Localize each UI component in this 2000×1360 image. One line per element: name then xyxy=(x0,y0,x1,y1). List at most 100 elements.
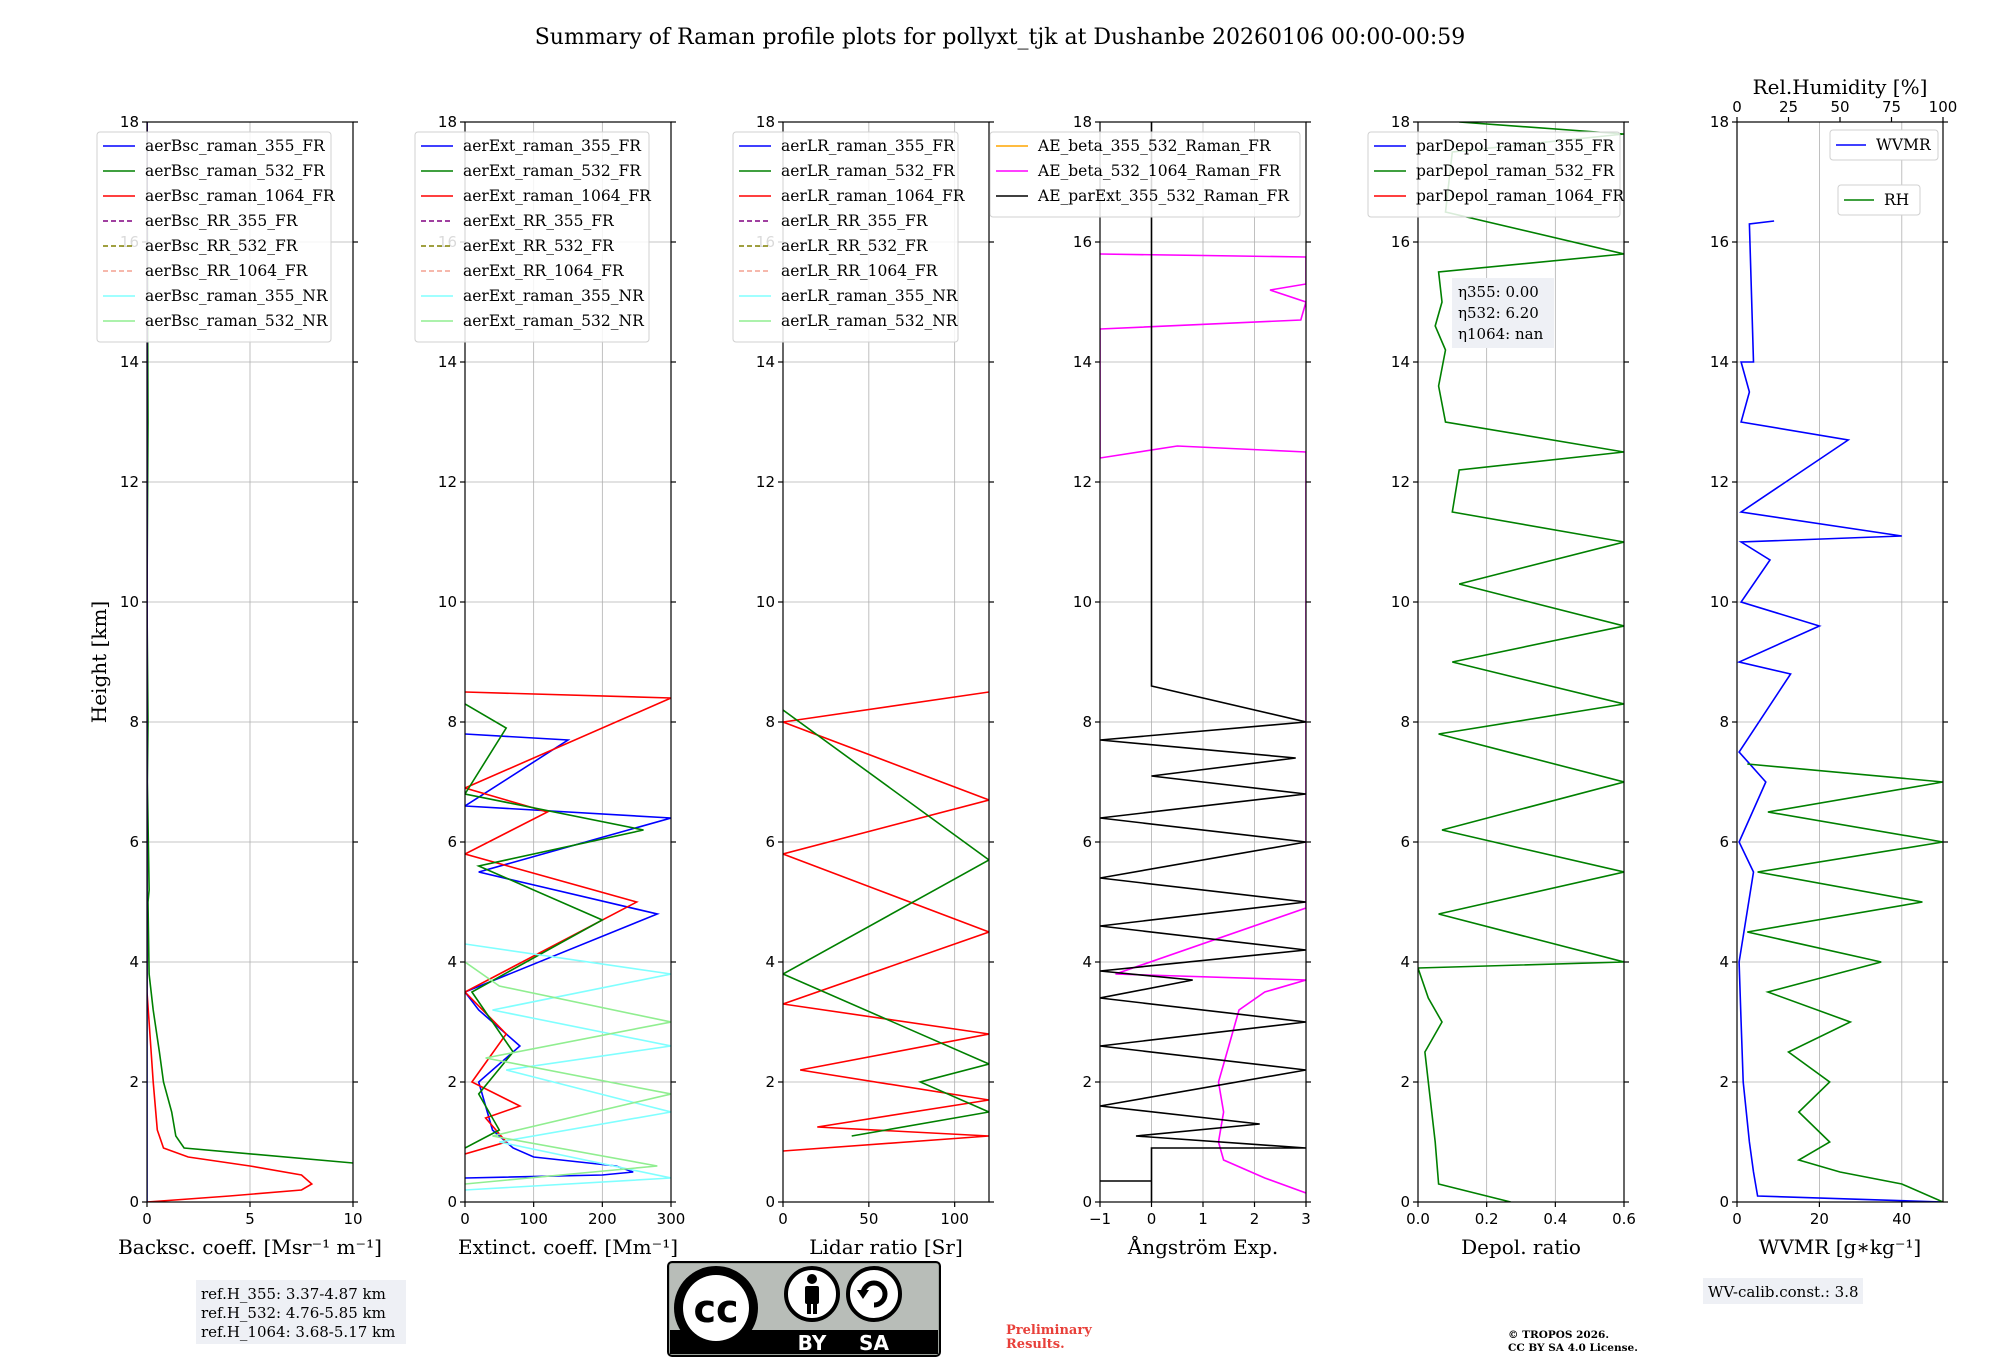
ref-height-532: ref.H_532: 4.76-5.85 km xyxy=(201,1304,386,1322)
legend-label-AE_parExt_355_532_Raman_FR: AE_parExt_355_532_Raman_FR xyxy=(1037,187,1290,205)
legend-label-aerLR_raman_355_NR: aerLR_raman_355_NR xyxy=(781,287,959,305)
legend-label-aerBsc_raman_532_FR: aerBsc_raman_532_FR xyxy=(145,162,326,180)
ytick-label-0: 0 xyxy=(1719,1193,1729,1211)
xtick-label-3: 2 xyxy=(1250,1210,1260,1228)
cc-logo-inner xyxy=(683,1275,749,1341)
legend-label-aerLR_raman_532_NR: aerLR_raman_532_NR xyxy=(781,312,959,330)
ytick-label-9: 18 xyxy=(1391,113,1410,131)
legend-box-lr xyxy=(732,131,959,343)
panel-bsc: 0246810121416180510Backsc. coeff. [Msr⁻¹… xyxy=(87,113,382,1259)
ytick-label-8: 16 xyxy=(1391,233,1410,251)
top-xtick-label-1: 25 xyxy=(1779,98,1798,116)
ytick-label-7: 14 xyxy=(756,353,775,371)
ytick-label-5: 10 xyxy=(120,593,139,611)
ytick-label-2: 4 xyxy=(1400,953,1410,971)
legend-ae: AE_beta_355_532_Raman_FR AE_beta_532_1064… xyxy=(989,131,1301,218)
ytick-label-7: 14 xyxy=(120,353,139,371)
xtick-label-2: 40 xyxy=(1892,1210,1911,1228)
xtick-label-0: −1 xyxy=(1089,1210,1111,1228)
xtick-label-1: 100 xyxy=(519,1210,548,1228)
legend-label-aerExt_raman_1064_FR: aerExt_raman_1064_FR xyxy=(463,187,652,205)
ytick-label-6: 12 xyxy=(120,473,139,491)
panel-lr: 024681012141618050100Lidar ratio [Sr]aer… xyxy=(732,113,994,1259)
legend-label-aerBsc_raman_532_NR: aerBsc_raman_532_NR xyxy=(145,312,329,330)
legend-label-aerBsc_RR_355_FR: aerBsc_RR_355_FR xyxy=(145,212,299,230)
ytick-label-5: 10 xyxy=(1391,593,1410,611)
ytick-label-3: 6 xyxy=(1400,833,1410,851)
ytick-label-4: 8 xyxy=(129,713,139,731)
ytick-label-1: 2 xyxy=(447,1073,457,1091)
legend-label-aerLR_RR_355_FR: aerLR_RR_355_FR xyxy=(781,212,929,230)
ytick-label-1: 2 xyxy=(1719,1073,1729,1091)
xlabel-ext: Extinct. coeff. [Mm⁻¹] xyxy=(458,1235,678,1259)
copyright-line1: © TROPOS 2026. xyxy=(1508,1329,1609,1341)
ytick-label-5: 10 xyxy=(1073,593,1092,611)
legend-label-parDepol_raman_1064_FR: parDepol_raman_1064_FR xyxy=(1416,187,1625,205)
ytick-label-3: 6 xyxy=(1719,833,1729,851)
series-group-depol xyxy=(1418,122,1624,1202)
xlabel-bsc: Backsc. coeff. [Msr⁻¹ m⁻¹] xyxy=(118,1235,382,1259)
xtick-label-2: 0.4 xyxy=(1543,1210,1567,1228)
ref-height-box: ref.H_355: 3.37-4.87 km ref.H_532: 4.76-… xyxy=(196,1280,406,1344)
ytick-label-6: 12 xyxy=(1710,473,1729,491)
ref-height-1064: ref.H_1064: 3.68-5.17 km xyxy=(201,1323,395,1341)
xtick-label-2: 10 xyxy=(343,1210,362,1228)
series-aerExt_raman_355_NR xyxy=(465,943,671,1191)
axes-frame-ext xyxy=(464,121,672,1203)
ytick-label-6: 12 xyxy=(1073,473,1092,491)
xtick-label-0: 0.0 xyxy=(1406,1210,1430,1228)
xtick-label-1: 0.2 xyxy=(1475,1210,1499,1228)
series-aerExt_raman_1064_FR xyxy=(465,691,671,1155)
ytick-label-5: 10 xyxy=(1710,593,1729,611)
top-xtick-label-3: 75 xyxy=(1882,98,1901,116)
cc-sa-icon xyxy=(846,1266,902,1322)
xtick-label-1: 20 xyxy=(1810,1210,1829,1228)
legend-depol: parDepol_raman_355_FR parDepol_raman_532_… xyxy=(1367,131,1625,218)
ytick-label-4: 8 xyxy=(1082,713,1092,731)
xtick-label-0: 0 xyxy=(778,1210,788,1228)
ytick-label-9: 18 xyxy=(756,113,775,131)
legend-label-aerBsc_raman_355_NR: aerBsc_raman_355_NR xyxy=(145,287,329,305)
copyright-line2: CC BY SA 4.0 License. xyxy=(1508,1342,1638,1354)
ytick-label-8: 16 xyxy=(1710,233,1729,251)
ytick-label-9: 18 xyxy=(438,113,457,131)
ytick-label-7: 14 xyxy=(438,353,457,371)
legend-label-aerExt_raman_532_NR: aerExt_raman_532_NR xyxy=(463,312,645,330)
eta-532: η532: 6.20 xyxy=(1458,304,1539,322)
ytick-label-2: 4 xyxy=(1719,953,1729,971)
cc-by-sa-badge: cc BY SA xyxy=(667,1261,941,1357)
ytick-label-0: 0 xyxy=(1082,1193,1092,1211)
ytick-label-0: 0 xyxy=(447,1193,457,1211)
legend-ext: aerExt_raman_355_FR aerExt_raman_532_FRae… xyxy=(414,131,652,343)
series-AE_parExt_355_532_Raman_FR xyxy=(1100,122,1306,1202)
legend-label-RH: RH xyxy=(1884,191,1909,209)
eta-355: η355: 0.00 xyxy=(1458,283,1539,301)
eta-1064: η1064: nan xyxy=(1458,325,1544,343)
legend-label-aerBsc_RR_532_FR: aerBsc_RR_532_FR xyxy=(145,237,299,255)
legend-label-WVMR: WVMR xyxy=(1876,136,1932,154)
ytick-label-6: 12 xyxy=(438,473,457,491)
legend-wv: WVMR RH xyxy=(1829,129,1939,216)
series-group-ae xyxy=(1100,122,1306,1202)
ytick-label-5: 10 xyxy=(438,593,457,611)
legend-box-depol xyxy=(1367,131,1621,218)
ytick-label-7: 14 xyxy=(1073,353,1092,371)
series-aerExt_raman_532_NR xyxy=(465,961,671,1185)
legend-label-aerLR_raman_1064_FR: aerLR_raman_1064_FR xyxy=(781,187,966,205)
xtick-label-1: 5 xyxy=(245,1210,255,1228)
legend-label-AE_beta_532_1064_Raman_FR: AE_beta_532_1064_Raman_FR xyxy=(1037,162,1282,180)
ytick-label-2: 4 xyxy=(129,953,139,971)
cc-logo-text: cc xyxy=(693,1287,738,1331)
axes-frame-depol xyxy=(1417,121,1625,1203)
legend-label-aerLR_RR_532_FR: aerLR_RR_532_FR xyxy=(781,237,929,255)
series-group-wv xyxy=(1737,220,1943,1202)
legend-label-AE_beta_355_532_Raman_FR: AE_beta_355_532_Raman_FR xyxy=(1037,137,1272,155)
ytick-label-5: 10 xyxy=(756,593,775,611)
cc-by-icon xyxy=(784,1266,840,1322)
ytick-label-4: 8 xyxy=(1400,713,1410,731)
wv-calib-box-bg xyxy=(1703,1278,1863,1304)
panel-depol: 0 2 4 6 8 10 12 14 16 18 0.0 0.2 0.4 0.6 Depol. ratio p… xyxy=(1367,113,1636,1259)
